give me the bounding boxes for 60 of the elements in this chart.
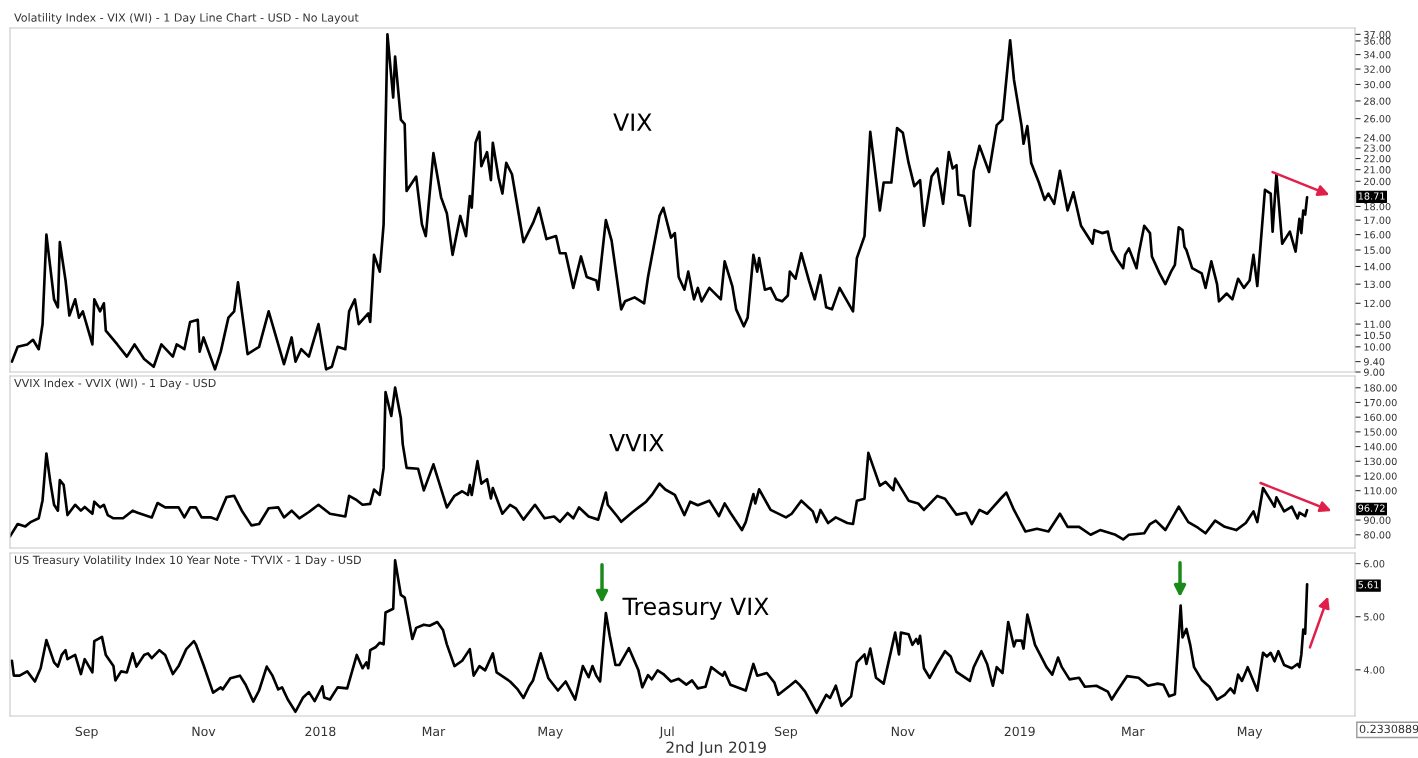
text: 18.71 [1358, 192, 1385, 200]
chart-title: Volatility Index - VIX (WI) - 1 Day Line Chart - USD - No Layout [14, 13, 359, 24]
y-tick-label: 130.00 [1364, 457, 1397, 466]
annotation: VIX [613, 113, 652, 131]
y-tick-label: 22.00 [1364, 155, 1391, 163]
y-tick-label: 32.00 [1364, 65, 1391, 73]
y-tick-label: 9.40 [1363, 358, 1385, 366]
y-tick-label: 28.00 [1364, 97, 1391, 105]
line-series [10, 33, 1309, 371]
x-tick-label: Sep [775, 726, 798, 739]
y-tick-label: 18.00 [1364, 202, 1391, 211]
y-tick-label: 21.00 [1364, 166, 1391, 174]
y-tick-label: 17.00 [1364, 216, 1391, 224]
y-tick-label: 13.00 [1364, 280, 1391, 289]
y-tick-label: 4.00 [1363, 666, 1385, 674]
x-tick-label: May [1237, 726, 1263, 739]
chart-title: US Treasury Volatility Index 10 Year Note - TYVIX - 1 Day - USD [15, 555, 361, 567]
chart-title: VVIX Index - VVIX (WI) - 1 Day - USD [14, 378, 216, 390]
x-tick-label: Mar [422, 726, 446, 737]
y-tick-label: 16.00 [1364, 231, 1391, 239]
annotation: Treasury VIX [622, 597, 769, 620]
y-tick-label: 12.00 [1364, 299, 1391, 308]
text: 0.2330889 [1359, 724, 1418, 734]
y-tick-label: 10.50 [1364, 331, 1391, 340]
y-tick-label: 11.00 [1364, 320, 1391, 328]
y-tick-label: 180.00 [1364, 384, 1397, 392]
annotation: VVIX [609, 434, 664, 452]
y-tick-label: 120.00 [1364, 472, 1397, 480]
x-tick-label: Nov [192, 726, 216, 737]
y-tick-label: 24.00 [1364, 134, 1391, 142]
x-tick-label: May [538, 726, 563, 739]
x-tick-label: Sep [75, 726, 98, 739]
y-tick-label: 26.00 [1364, 115, 1391, 123]
x-tick-label: 2019 [1004, 726, 1035, 737]
y-tick-label: 36.00 [1364, 37, 1391, 45]
x-tick-label: Mar [1122, 726, 1145, 737]
y-tick-label: 37.00 [1364, 30, 1391, 39]
y-tick-label: 140.00 [1364, 443, 1397, 451]
x-tick-label: Jul [658, 726, 674, 739]
y-tick-label: 10.00 [1364, 343, 1391, 351]
y-tick-label: 160.00 [1364, 413, 1397, 421]
x-tick-label: 2018 [305, 726, 336, 737]
y-tick-label: 15.00 [1364, 246, 1391, 254]
y-tick-label: 80.00 [1363, 531, 1391, 539]
y-tick-label: 9.00 [1363, 368, 1385, 376]
y-tick-label: 150.00 [1364, 428, 1397, 436]
y-tick-label: 14.00 [1364, 262, 1391, 271]
text: 5.61 [1358, 581, 1379, 589]
y-tick-label: 170.00 [1364, 398, 1397, 407]
text: 96.72 [1358, 504, 1385, 512]
y-tick-label: 34.00 [1364, 51, 1391, 59]
y-tick-label: 90.00 [1363, 516, 1391, 524]
y-tick-label: 20.00 [1364, 177, 1391, 186]
y-tick-label: 110.00 [1364, 487, 1397, 495]
text: 2nd Jun 2019 [666, 741, 766, 756]
y-tick-label: 30.00 [1364, 80, 1391, 89]
y-tick-label: 6.00 [1364, 560, 1385, 568]
y-tick-label: 5.00 [1364, 613, 1385, 621]
x-tick-label: Nov [891, 726, 915, 737]
y-tick-label: 23.00 [1364, 144, 1391, 152]
